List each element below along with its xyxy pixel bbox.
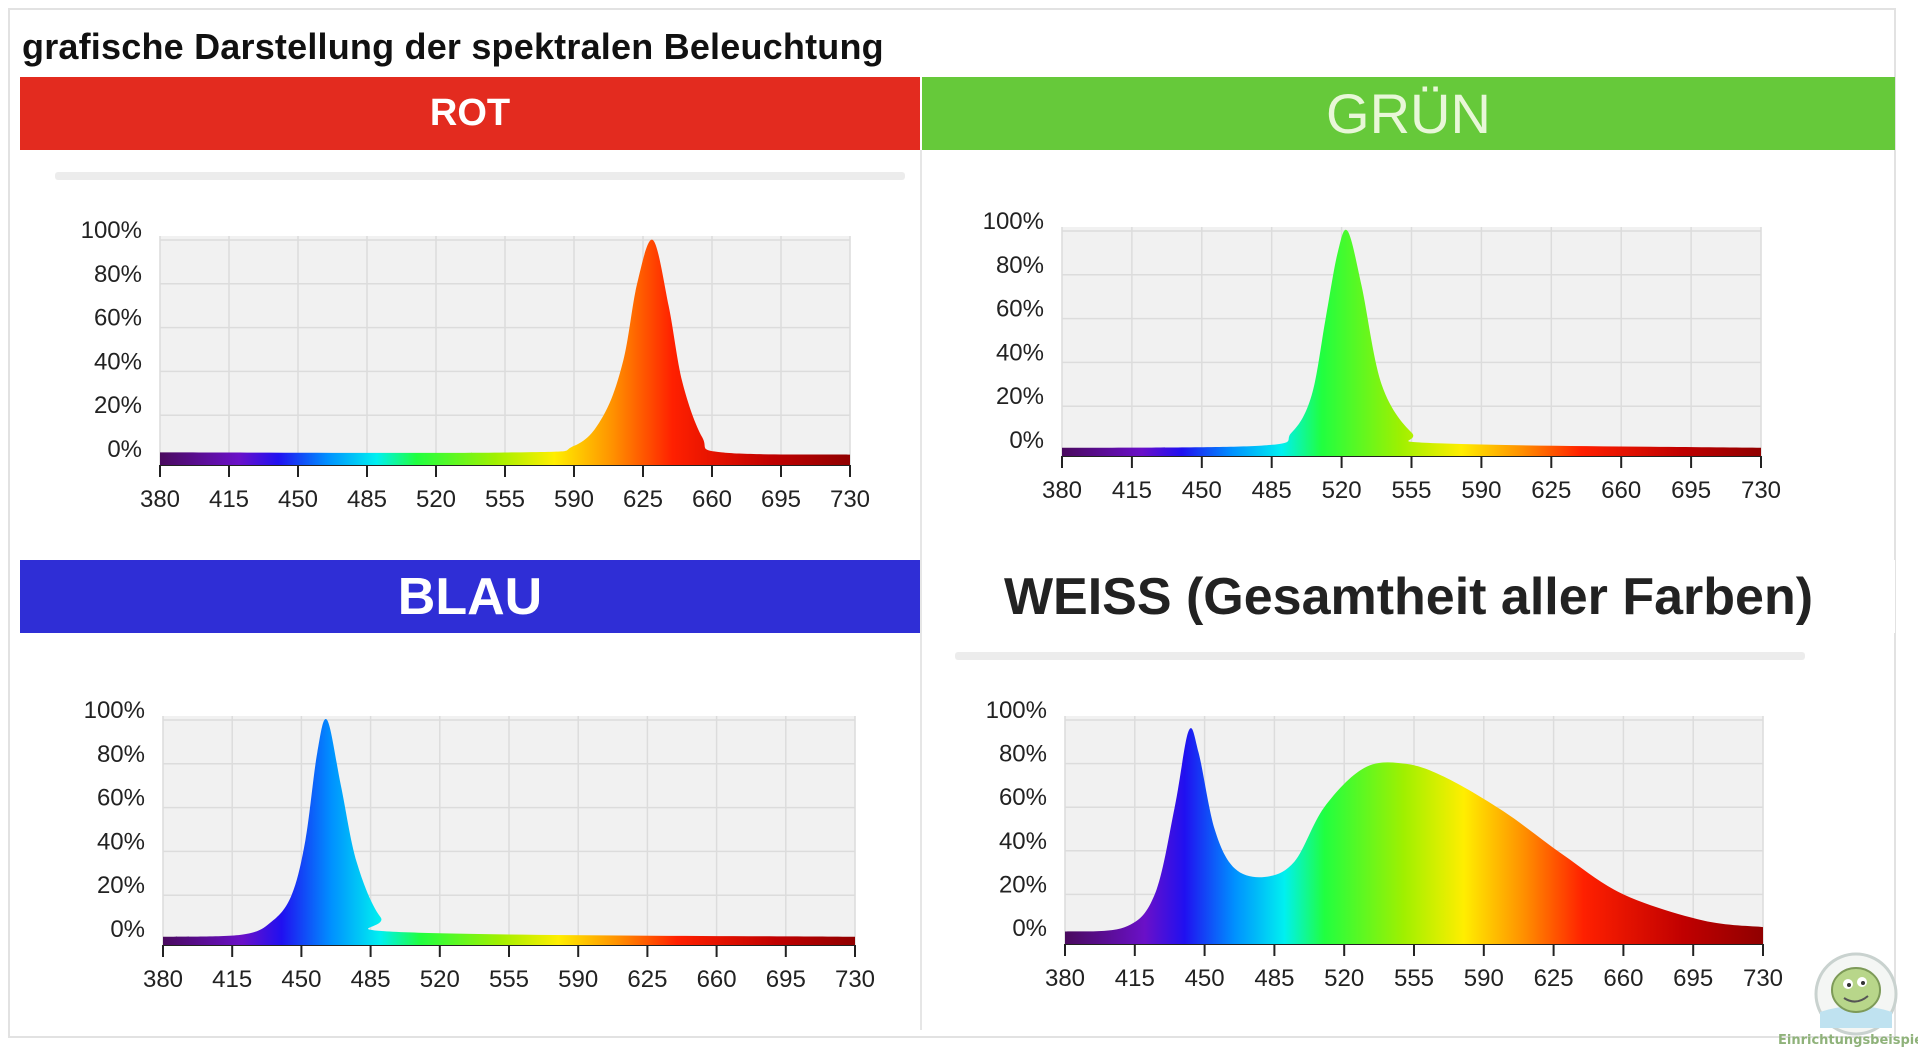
y-tick-label: 20% bbox=[94, 392, 142, 419]
x-tick-label: 415 bbox=[1112, 477, 1152, 504]
x-tick-label: 660 bbox=[1603, 965, 1643, 992]
y-tick-label: 80% bbox=[996, 252, 1044, 279]
x-tick-label: 555 bbox=[1391, 477, 1431, 504]
y-tick-label: 100% bbox=[84, 697, 145, 724]
x-tick-label: 450 bbox=[1182, 477, 1222, 504]
x-tick-label: 660 bbox=[1601, 477, 1641, 504]
x-tick-label: 625 bbox=[623, 486, 663, 513]
y-tick-label: 80% bbox=[94, 261, 142, 288]
y-tick-label: 0% bbox=[1012, 915, 1047, 942]
x-tick-label: 695 bbox=[1671, 477, 1711, 504]
y-tick-label: 0% bbox=[110, 916, 145, 943]
y-tick-label: 20% bbox=[999, 871, 1047, 898]
column-divider bbox=[920, 150, 922, 1030]
x-tick-label: 485 bbox=[1254, 965, 1294, 992]
x-tick-label: 730 bbox=[1743, 965, 1783, 992]
y-tick-label: 20% bbox=[97, 872, 145, 899]
x-tick-label: 450 bbox=[281, 966, 321, 993]
x-tick-label: 380 bbox=[143, 966, 183, 993]
page-title: grafische Darstellung der spektralen Bel… bbox=[22, 26, 884, 67]
y-tick-label: 20% bbox=[996, 383, 1044, 410]
chart-weiss: 380 415 450 485 520 555 590 625 660 695 730 0% 20% 40… bbox=[986, 697, 1783, 992]
svg-text:Einrichtungsbeispiele: Einrichtungsbeispiele bbox=[1778, 1033, 1918, 1048]
x-tick-label: 555 bbox=[485, 486, 525, 513]
x-tick-label: 380 bbox=[140, 486, 180, 513]
x-tick-label: 590 bbox=[554, 486, 594, 513]
x-tick-label: 520 bbox=[1322, 477, 1362, 504]
x-tick-label: 415 bbox=[1115, 965, 1155, 992]
y-tick-label: 80% bbox=[97, 741, 145, 768]
y-tick-label: 80% bbox=[999, 741, 1047, 768]
header-blau: BLAU bbox=[20, 560, 920, 633]
y-tick-label: 100% bbox=[81, 217, 142, 244]
x-tick-label: 660 bbox=[692, 486, 732, 513]
x-tick-label: 485 bbox=[1252, 477, 1292, 504]
x-tick-label: 380 bbox=[1042, 477, 1082, 504]
x-tick-label: 730 bbox=[830, 486, 870, 513]
x-tick-label: 520 bbox=[1324, 965, 1364, 992]
x-tick-label: 555 bbox=[489, 966, 529, 993]
x-tick-label: 695 bbox=[1673, 965, 1713, 992]
x-tick-label: 590 bbox=[1464, 965, 1504, 992]
y-tick-label: 60% bbox=[94, 305, 142, 332]
x-tick-label: 625 bbox=[1534, 965, 1574, 992]
x-tick-label: 555 bbox=[1394, 965, 1434, 992]
chart-blau: 380 415 450 485 520 555 590 625 660 695 730 0% 20% 40… bbox=[84, 697, 875, 993]
x-tick-label: 590 bbox=[1461, 477, 1501, 504]
x-tick-label: 730 bbox=[1741, 477, 1781, 504]
x-tick-label: 380 bbox=[1045, 965, 1085, 992]
y-tick-label: 40% bbox=[94, 348, 142, 375]
x-tick-label: 485 bbox=[347, 486, 387, 513]
chart-gruen: 380 415 450 485 520 555 590 625 660 695 730 0% 20% 40… bbox=[983, 208, 1781, 504]
y-tick-label: 0% bbox=[107, 436, 142, 463]
y-tick-label: 0% bbox=[1009, 427, 1044, 454]
y-tick-label: 40% bbox=[996, 339, 1044, 366]
header-gruen: GRÜN bbox=[922, 77, 1895, 150]
y-tick-label: 100% bbox=[986, 697, 1047, 724]
y-tick-label: 40% bbox=[97, 828, 145, 855]
x-tick-label: 625 bbox=[627, 966, 667, 993]
chart-top-bar bbox=[55, 172, 905, 180]
x-tick-label: 450 bbox=[1185, 965, 1225, 992]
x-tick-label: 590 bbox=[558, 966, 598, 993]
x-tick-label: 415 bbox=[209, 486, 249, 513]
header-weiss: WEISS (Gesamtheit aller Farben) bbox=[922, 560, 1895, 633]
header-rot: ROT bbox=[20, 77, 920, 150]
x-tick-label: 730 bbox=[835, 966, 875, 993]
x-tick-label: 485 bbox=[351, 966, 391, 993]
y-tick-label: 100% bbox=[983, 208, 1044, 235]
x-tick-label: 625 bbox=[1531, 477, 1571, 504]
spectrum-area bbox=[1065, 728, 1763, 944]
x-tick-label: 415 bbox=[212, 966, 252, 993]
frame bbox=[8, 8, 1896, 1038]
x-tick-label: 695 bbox=[766, 966, 806, 993]
spectrum-area bbox=[163, 719, 855, 945]
x-tick-label: 450 bbox=[278, 486, 318, 513]
x-tick-label: 520 bbox=[420, 966, 460, 993]
x-tick-label: 520 bbox=[416, 486, 456, 513]
y-tick-label: 60% bbox=[97, 785, 145, 812]
y-tick-label: 60% bbox=[996, 296, 1044, 323]
x-tick-label: 695 bbox=[761, 486, 801, 513]
y-tick-label: 40% bbox=[999, 828, 1047, 855]
chart-rot: 380 415 450 485 520 555 590 625 660 695 730 0% 20% 40… bbox=[81, 217, 870, 513]
spectrum-area bbox=[160, 239, 850, 465]
x-tick-label: 660 bbox=[697, 966, 737, 993]
watermark-logo: Einrichtungsbeispiele bbox=[1778, 952, 1918, 1048]
y-tick-label: 60% bbox=[999, 784, 1047, 811]
chart-top-bar bbox=[955, 652, 1805, 660]
